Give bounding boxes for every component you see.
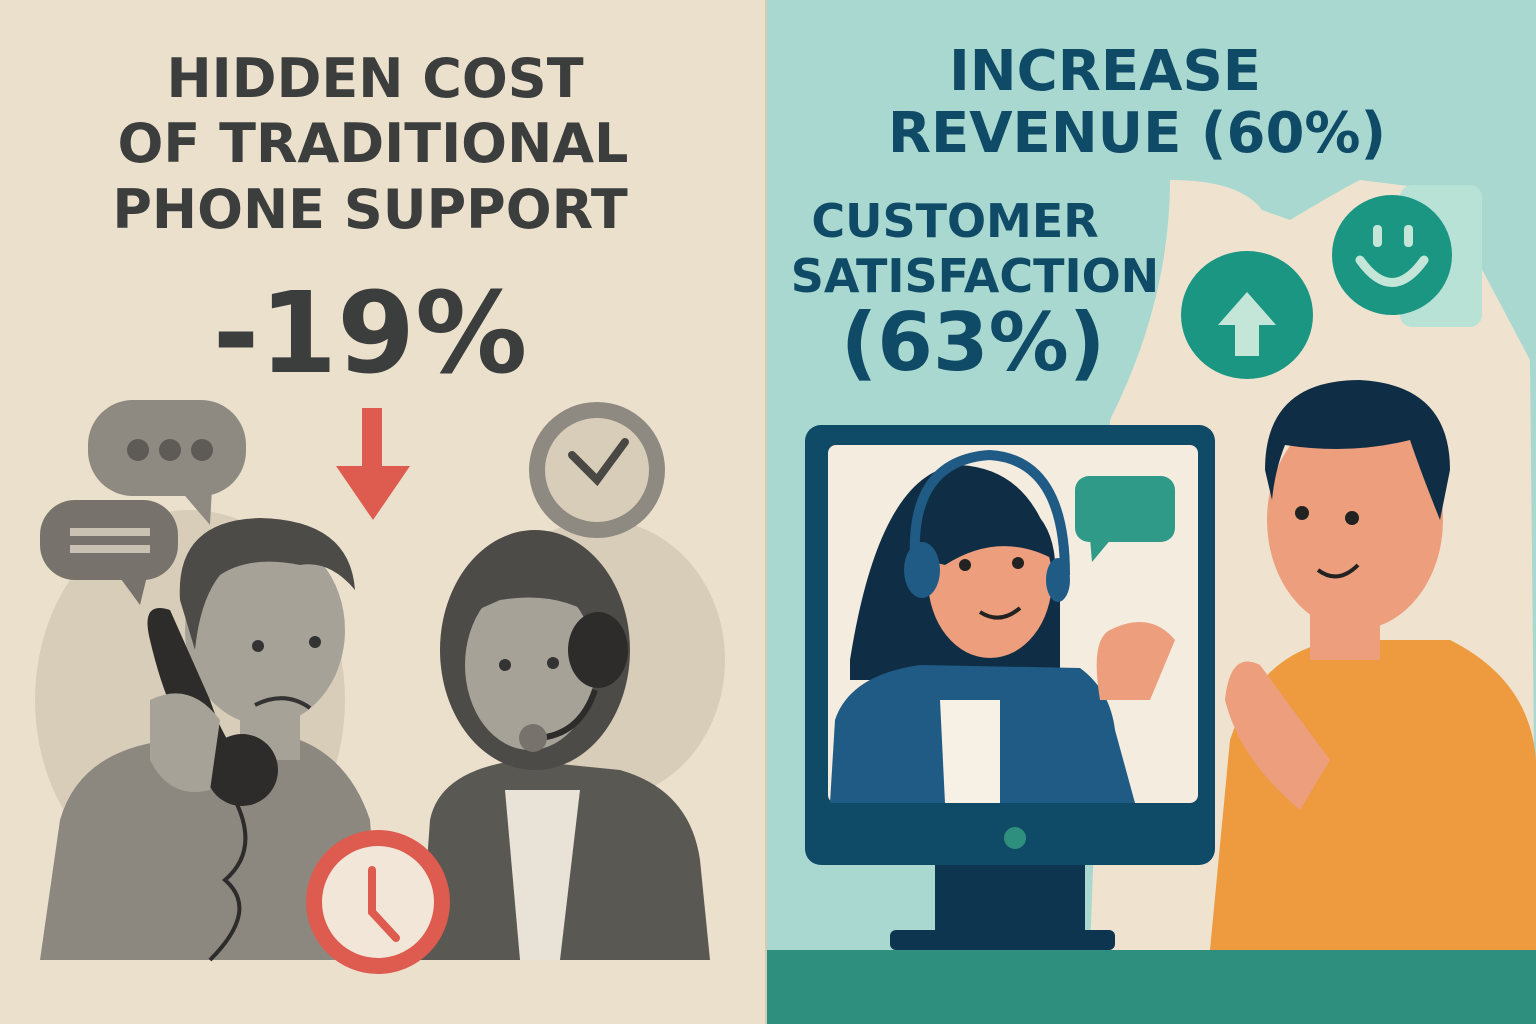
headset-icon	[568, 612, 628, 688]
red-clock-icon	[306, 830, 450, 974]
left-stat: -19%	[213, 269, 528, 399]
left-title-line-1: HIDDEN COST	[166, 47, 583, 110]
chat-bubble-icon	[1075, 476, 1175, 562]
up-arrow-icon	[1181, 251, 1313, 379]
left-title-line-2: OF TRADITIONAL	[118, 112, 629, 175]
headline-line-1: INCREASE	[949, 39, 1261, 104]
speech-bubble-lines-icon	[40, 500, 178, 605]
left-panel: HIDDEN COST OF TRADITIONAL PHONE SUPPORT…	[35, 47, 725, 974]
clock-icon	[529, 402, 665, 538]
satisfaction-line-3: (63%)	[841, 296, 1106, 389]
phone-handset-icon	[147, 608, 260, 790]
smiley-icon	[1332, 185, 1482, 327]
satisfaction-line-1: CUSTOMER	[811, 194, 1098, 248]
headline-line-2: REVENUE (60%)	[888, 101, 1386, 166]
video-agent-illustration	[830, 449, 1175, 803]
speech-bubble-dots-icon	[88, 400, 246, 525]
down-arrow-icon	[336, 408, 410, 520]
support-agent-illustration	[420, 530, 710, 960]
frustrated-man-illustration	[40, 518, 380, 962]
left-title-line-3: PHONE SUPPORT	[112, 178, 628, 241]
customer-illustration	[1210, 380, 1536, 950]
right-panel: INCREASE REVENUE (60%) CUSTOMER SATISFAC…	[791, 39, 1536, 950]
desk-surface	[766, 950, 1536, 1024]
satisfaction-line-2: SATISFACTION	[791, 249, 1159, 303]
